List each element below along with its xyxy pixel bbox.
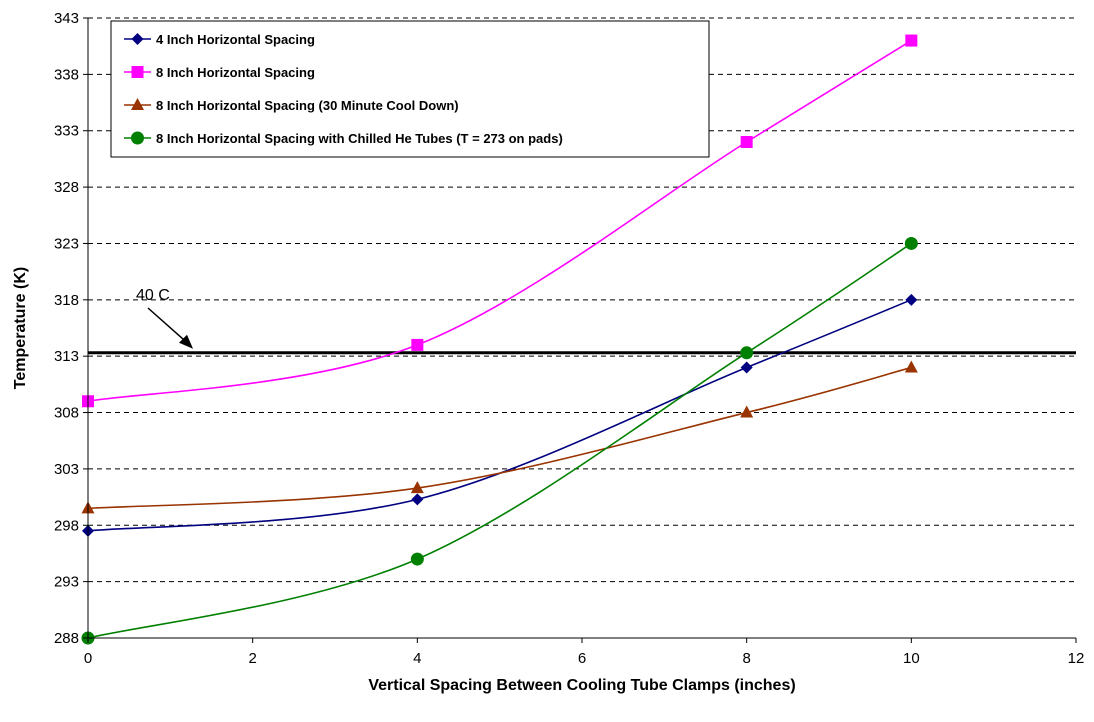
legend-label-3: 8 Inch Horizontal Spacing with Chilled H…: [156, 131, 563, 146]
legend-marker-1: [131, 66, 144, 78]
x-tick-label-2: 4: [413, 650, 421, 667]
y-axis-title: Temperature (K): [12, 267, 29, 389]
y-tick-label-10: 338: [54, 66, 79, 83]
legend-label-0: 4 Inch Horizontal Spacing: [156, 32, 315, 47]
y-tick-label-11: 343: [54, 10, 79, 27]
reference-arrow-head: [179, 334, 193, 349]
data-point-1-2: [740, 136, 753, 148]
legend-marker-0: [131, 33, 144, 45]
series-3: [81, 236, 918, 645]
series-line-2: [87, 366, 912, 510]
reference-line-group: 40 C: [88, 287, 1076, 355]
series-2: [81, 360, 918, 514]
y-tick-label-9: 333: [54, 123, 79, 140]
legend-label-1: 8 Inch Horizontal Spacing: [156, 65, 315, 80]
series-1: [82, 34, 918, 408]
legend-label-2: 8 Inch Horizontal Spacing (30 Minute Coo…: [156, 98, 459, 113]
legend-marker-3: [131, 131, 144, 145]
y-tick-label-0: 288: [54, 630, 79, 647]
data-point-3-3: [904, 236, 918, 250]
data-point-1-1: [411, 338, 424, 351]
data-point-3-1: [410, 552, 424, 566]
y-tick-label-1: 293: [54, 574, 79, 591]
y-tick-label-7: 323: [54, 235, 79, 252]
data-point-0-2: [740, 361, 753, 374]
data-point-2-2: [740, 405, 754, 418]
x-tick-label-3: 6: [578, 650, 586, 667]
data-point-0-1: [411, 493, 424, 506]
y-tick-label-8: 328: [54, 179, 79, 196]
y-tick-label-2: 298: [54, 517, 79, 534]
reference-label: 40 C: [136, 287, 170, 304]
reference-arrow: [147, 307, 186, 342]
x-tick-label-4: 8: [742, 650, 750, 667]
series-line-1: [87, 39, 912, 403]
y-tick-label-3: 303: [54, 461, 79, 478]
data-point-2-1: [410, 481, 424, 494]
x-tick-label-5: 10: [903, 650, 920, 667]
y-tick-label-6: 318: [54, 292, 79, 309]
legend-marker-2: [131, 98, 144, 110]
x-tick-label-0: 0: [84, 650, 92, 667]
legend-box: [110, 20, 710, 158]
y-tick-label-5: 313: [54, 348, 79, 365]
x-tick-label-1: 2: [248, 650, 256, 667]
x-axis-title: Vertical Spacing Between Cooling Tube Cl…: [368, 677, 795, 694]
tick-labels: 288 293 298 303 308 313 318 323 328 333 338 343 0 2 4 6…: [54, 10, 1084, 667]
y-tick-label-4: 308: [54, 405, 79, 422]
data-point-2-3: [904, 360, 918, 373]
x-tick-label-6: 12: [1068, 650, 1085, 667]
series-group: [81, 34, 918, 645]
series-0: [82, 293, 918, 537]
legend: 4 Inch Horizontal Spacing 8 Inch Horizont…: [110, 20, 710, 158]
data-point-0-3: [905, 293, 918, 306]
series-line-3: [87, 242, 912, 639]
data-point-3-2: [740, 346, 754, 360]
data-point-1-3: [905, 34, 918, 47]
series-line-0: [87, 299, 912, 532]
